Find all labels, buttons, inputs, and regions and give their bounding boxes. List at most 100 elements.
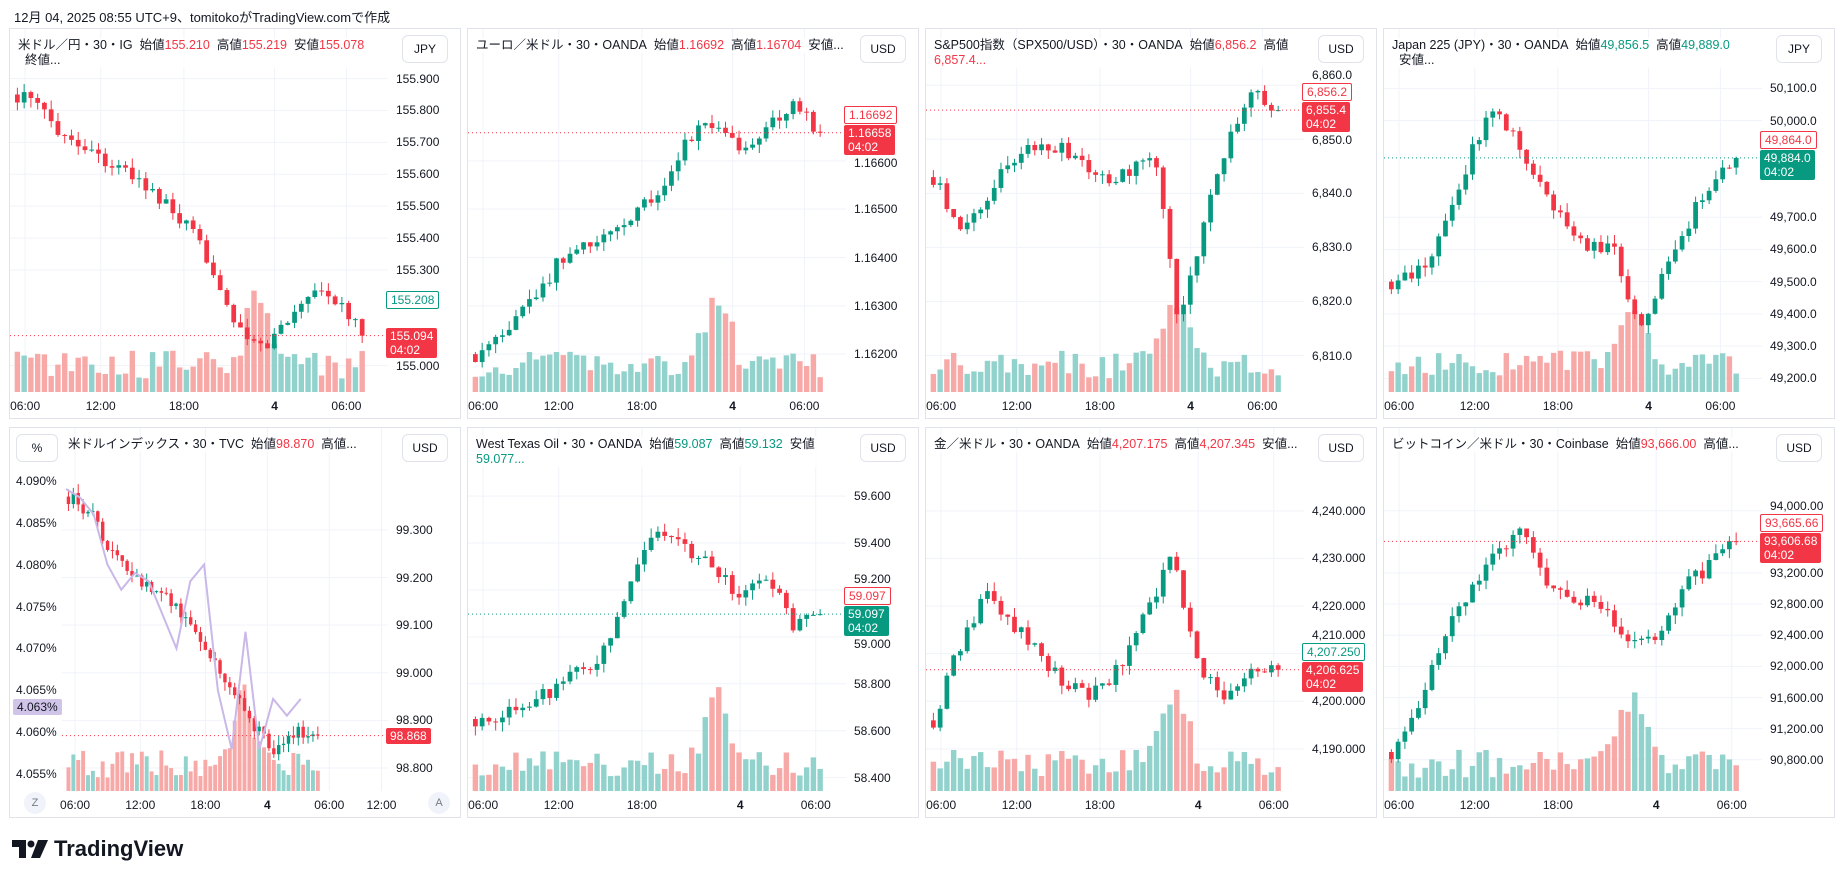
- volume-bar: [306, 759, 311, 791]
- price-axis-tick: 49,700.0: [1770, 210, 1817, 224]
- symbol-legend[interactable]: Japan 225 (JPY)・30・OANDA 始値49,856.5 高値49,8…: [1392, 38, 1772, 68]
- candle-body: [1645, 636, 1651, 639]
- symbol-legend[interactable]: S&P500指数（SPX500/USD）・30・OANDA 始値6,856.2 高値…: [934, 38, 1314, 68]
- candle-body: [1133, 632, 1139, 646]
- candle-body: [1241, 107, 1247, 124]
- chart-panel[interactable]: West Texas Oil・30・OANDA 始値59.087 高値59.132 安…: [467, 427, 919, 818]
- price-axis-tick: 99.300: [396, 523, 433, 537]
- volume-bar: [1510, 369, 1516, 392]
- candle-body: [1429, 664, 1435, 690]
- candle-body: [129, 167, 135, 180]
- candle-body: [169, 593, 173, 607]
- candle-body: [228, 682, 232, 688]
- candle-body: [804, 111, 810, 113]
- volume-bar: [998, 750, 1004, 791]
- chart-panel[interactable]: 金／米ドル・30・OANDA 始値4,207.175 高値4,207.345 安値..…: [925, 427, 1377, 818]
- volume-bar: [1388, 758, 1395, 791]
- volume-bar: [315, 770, 320, 791]
- symbol-title[interactable]: ユーロ／米ドル・30・OANDA: [476, 38, 647, 52]
- time-axis-label: 12:00: [125, 798, 156, 812]
- volume-bar: [1086, 773, 1092, 791]
- currency-button[interactable]: JPY: [402, 35, 448, 63]
- candle-body: [540, 689, 546, 700]
- percent-scale-button[interactable]: %: [16, 434, 58, 462]
- symbol-legend[interactable]: 米ドルインデックス・30・TVC 始値98.870 高値...: [68, 437, 363, 452]
- volume-bar: [1591, 359, 1597, 392]
- volume-bar: [217, 367, 223, 392]
- volume-bar: [1005, 759, 1011, 791]
- chart-panel[interactable]: 米ドル／円・30・IG 始値155.210 高値155.219 安値155.078 終値…: [9, 28, 461, 419]
- volume-bar: [1045, 754, 1052, 791]
- price-axis-tick: 93,200.00: [1770, 566, 1824, 580]
- volume-bar: [964, 768, 970, 791]
- symbol-title[interactable]: 米ドル／円・30・IG: [18, 38, 133, 52]
- candle-body: [1235, 123, 1240, 132]
- candle-body: [1456, 606, 1462, 617]
- currency-button[interactable]: USD: [402, 434, 448, 462]
- chart-panel[interactable]: Japan 225 (JPY)・30・OANDA 始値49,856.5 高値49,8…: [1383, 28, 1835, 419]
- symbol-title[interactable]: 金／米ドル・30・OANDA: [934, 437, 1080, 451]
- currency-button[interactable]: JPY: [1776, 35, 1822, 63]
- volume-bar: [197, 358, 203, 392]
- chart-canvas[interactable]: [468, 29, 919, 419]
- ohlc-key: 始値: [1575, 38, 1601, 52]
- candle-body: [312, 290, 318, 297]
- symbol-legend[interactable]: 金／米ドル・30・OANDA 始値4,207.175 高値4,207.345 安値..…: [934, 437, 1304, 452]
- volume-bar: [1187, 327, 1193, 392]
- volume-bar: [1692, 354, 1699, 392]
- chart-panel[interactable]: S&P500指数（SPX500/USD）・30・OANDA 始値6,856.2 高値…: [925, 28, 1377, 419]
- symbol-legend[interactable]: ビットコイン／米ドル・30・Coinbase 始値93,666.00 高値...: [1392, 437, 1745, 452]
- symbol-title[interactable]: ビットコイン／米ドル・30・Coinbase: [1392, 437, 1609, 451]
- auto-scale-button[interactable]: A: [428, 792, 450, 814]
- symbol-title[interactable]: West Texas Oil・30・OANDA: [476, 437, 643, 451]
- candle-body: [581, 242, 586, 250]
- chart-canvas[interactable]: [926, 428, 1377, 818]
- candle-body: [296, 726, 300, 738]
- volume-bar: [1496, 375, 1503, 392]
- chart-canvas[interactable]: [1384, 29, 1835, 419]
- chart-canvas[interactable]: [926, 29, 1377, 419]
- symbol-legend[interactable]: West Texas Oil・30・OANDA 始値59.087 高値59.132 安…: [476, 437, 856, 467]
- chart-canvas[interactable]: [10, 428, 461, 818]
- candle-body: [951, 655, 957, 676]
- currency-button[interactable]: USD: [860, 434, 906, 462]
- currency-button[interactable]: USD: [1318, 434, 1364, 462]
- currency-button[interactable]: USD: [1318, 35, 1364, 63]
- candle-body: [1436, 236, 1442, 257]
- candle-body: [506, 329, 512, 336]
- candle-body: [1066, 142, 1071, 159]
- tradingview-logo[interactable]: TradingView: [12, 836, 183, 862]
- last-price-label: 4,206.625 04:02: [1302, 662, 1364, 692]
- price-axis-tick: 92,000.00: [1770, 659, 1824, 673]
- volume-bar: [266, 752, 271, 791]
- symbol-legend[interactable]: ユーロ／米ドル・30・OANDA 始値1.16692 高値1.16704 安値...: [476, 38, 850, 53]
- candle-body: [729, 575, 735, 594]
- volume-bar: [1395, 761, 1401, 791]
- candle-body: [109, 166, 115, 168]
- symbol-legend[interactable]: 米ドル／円・30・IG 始値155.210 高値155.219 安値155.078 終値…: [18, 38, 398, 68]
- currency-button[interactable]: USD: [1776, 434, 1822, 462]
- chart-panel[interactable]: ユーロ／米ドル・30・OANDA 始値1.16692 高値1.16704 安値... U…: [467, 28, 919, 419]
- symbol-title[interactable]: 米ドルインデックス・30・TVC: [68, 437, 245, 451]
- chart-canvas[interactable]: [10, 29, 461, 419]
- volume-bar: [763, 359, 769, 392]
- volume-bar: [1140, 762, 1146, 791]
- candle-body: [15, 94, 20, 103]
- candle-body: [1693, 202, 1698, 229]
- volume-bar: [937, 768, 943, 791]
- candle-body: [1598, 241, 1604, 253]
- volume-bar: [1167, 704, 1173, 791]
- volume-bar: [116, 374, 122, 392]
- zoom-button[interactable]: Z: [24, 792, 46, 814]
- candle-body: [473, 718, 478, 727]
- chart-canvas[interactable]: [1384, 428, 1835, 818]
- chart-panel[interactable]: 米ドルインデックス・30・TVC 始値98.870 高値... USD 98.868 98…: [9, 427, 461, 818]
- volume-bar: [977, 752, 984, 791]
- candle-body: [292, 311, 297, 323]
- symbol-title[interactable]: S&P500指数（SPX500/USD）・30・OANDA: [934, 38, 1183, 52]
- currency-button[interactable]: USD: [860, 35, 906, 63]
- chart-canvas[interactable]: [468, 428, 919, 818]
- chart-panel[interactable]: ビットコイン／米ドル・30・Coinbase 始値93,666.00 高値... US…: [1383, 427, 1835, 818]
- symbol-title[interactable]: Japan 225 (JPY)・30・OANDA: [1392, 38, 1569, 52]
- volume-bar: [61, 353, 68, 392]
